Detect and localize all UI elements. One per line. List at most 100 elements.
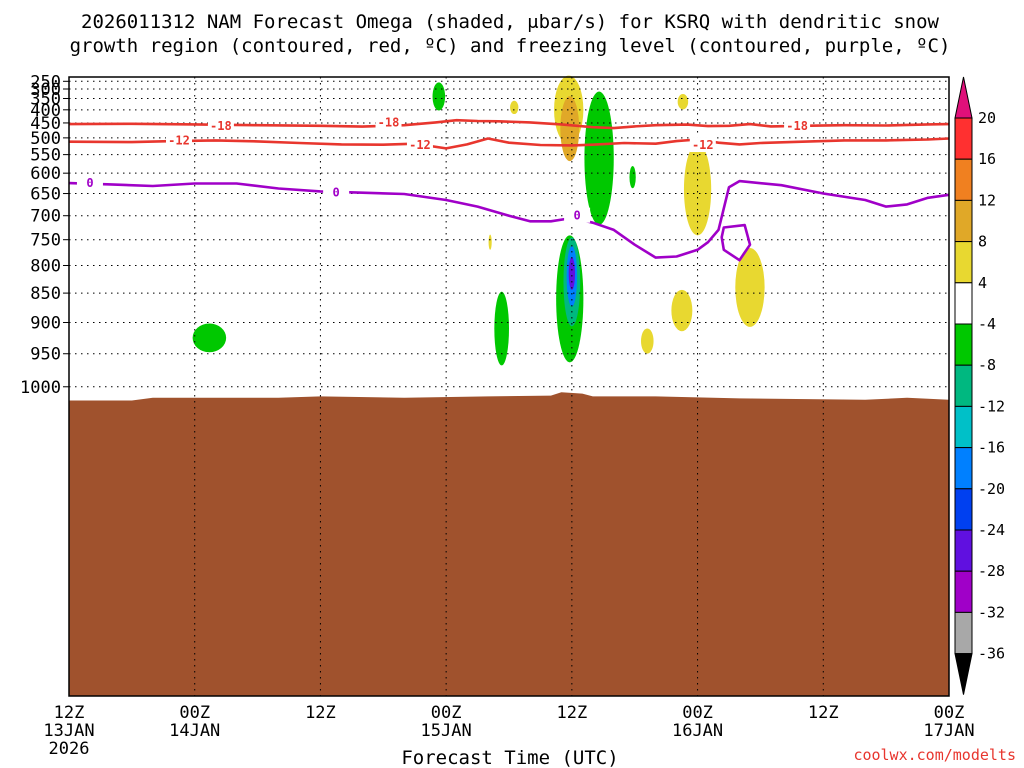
omega-region-15 [641,328,654,354]
y-tick-label-500: 500 [30,129,61,149]
y-tick-label-450: 450 [30,114,61,134]
contour-layer: -18 -18 -18 -12 -12 -12 0 0 0 [68,114,950,262]
omega-region-4 [560,96,580,162]
y-tick-label-550: 550 [30,146,61,166]
contour-label-dgz_lower-0: -12 [168,133,190,147]
contour-label-bg-freezing-2 [564,207,591,223]
omega-region-16 [488,234,492,250]
y-tick-label-750: 750 [30,231,61,251]
x-tick-label-2-0: 12Z [305,703,336,723]
y-tick-label-800: 800 [30,256,61,276]
contour-label-dgz_lower-1: -12 [409,138,431,152]
omega-region-0 [192,323,227,353]
contour-label-dgz_upper-2: -18 [786,119,808,133]
contour-label-bg-freezing-1 [323,184,350,200]
colorbar-label-9: -20 [978,480,1005,498]
y-tick-label-1000: 1000 [20,378,61,398]
colorbar-label-13: -36 [978,645,1005,663]
contour-freezing_loop [720,223,752,262]
omega-region-13 [735,248,765,327]
contour-label-bg-dgz_upper-1 [375,114,402,130]
y-tick-label-700: 700 [30,207,61,227]
colorbar: 20 16 12 8 4 -4 -8 -12 -16 -20 -24 -28 -32 -36 [954,76,1005,695]
omega-region-17 [629,166,636,189]
omega-region-2 [510,100,519,115]
x-tick-label-3-0: 00Z [431,703,462,723]
terrain-fill [69,392,949,696]
x-tick-label-1-1: 14JAN [169,721,220,741]
omega-region-10 [494,291,509,366]
colorbar-band-5 [954,323,973,366]
y-tick-label-400: 400 [30,101,61,121]
x-tick-label-7-1: 17JAN [923,721,974,741]
contour-label-bg-freezing-0 [76,175,103,191]
contour-freezing [68,179,950,259]
colorbar-band-9 [954,488,973,531]
colorbar-label-6: -8 [978,356,996,374]
colorbar-label-3: 8 [978,233,987,251]
colorbar-band-3 [954,241,973,284]
terrain-layer [69,392,949,696]
colorbar-top-arrow [954,76,973,119]
omega-region-5 [584,91,614,225]
contour-label-dgz_upper-1: -18 [378,115,400,129]
x-tick-label-1-0: 00Z [179,703,210,723]
chart-title-line-2: growth region (contoured, red, ºC) and f… [70,35,951,57]
x-tick-label-7-0: 00Z [934,703,965,723]
omega-region-9 [568,257,575,290]
colorbar-label-1: 16 [978,150,996,168]
x-tick-label-0-1: 13JAN [43,721,94,741]
colorbar-band-4 [954,282,973,325]
colorbar-band-8 [954,447,973,490]
x-tick-label-6-0: 12Z [808,703,839,723]
x-tick-label-0-2: 2026 [49,739,90,759]
omega-region-14 [671,289,693,332]
colorbar-band-12 [954,611,973,655]
contour-label-bg-dgz_upper-0 [207,117,234,133]
y-tick-label-300: 300 [30,80,61,100]
colorbar-label-2: 12 [978,191,996,209]
y-tick-label-950: 950 [30,345,61,365]
x-tick-label-5-0: 00Z [682,703,713,723]
colorbar-label-4: 4 [978,274,987,292]
colorbar-band-11 [954,570,973,613]
y-tick-label-250: 250 [30,72,61,92]
x-tick-label-5-1: 16JAN [672,721,723,741]
contour-dgz_lower [68,137,950,150]
y-tick-label-650: 650 [30,185,61,205]
grid-layer [68,77,950,696]
colorbar-label-5: -4 [978,315,996,333]
contour-label-freezing-2: 0 [573,209,580,223]
colorbar-band-7 [954,405,973,449]
colorbar-label-7: -12 [978,397,1005,415]
y-tick-label-350: 350 [30,90,61,110]
colorbar-label-0: 20 [978,109,996,127]
omega-region-1 [432,82,446,111]
contour-label-bg-dgz_lower-1 [406,137,433,153]
x-axis-label: Forecast Time (UTC) [401,747,618,768]
contour-label-dgz_upper-0: -18 [210,119,232,133]
colorbar-label-12: -32 [978,603,1005,621]
y-tick-label-600: 600 [30,164,61,184]
colorbar-band-1 [954,158,973,201]
colorbar-label-10: -24 [978,521,1005,539]
y-tick-label-850: 850 [30,284,61,304]
x-tick-label-3-1: 15JAN [421,721,472,741]
colorbar-band-0 [954,117,973,160]
omega-shading-layer [192,75,765,366]
contour-label-dgz_lower-2: -12 [692,138,714,152]
x-tick-label-0-0: 12Z [54,703,85,723]
contour-label-bg-dgz_lower-0 [166,132,192,148]
contour-dgz_upper [68,118,950,130]
x-tick-label-4-0: 12Z [556,703,587,723]
omega-region-11 [677,94,689,110]
colorbar-label-8: -16 [978,439,1005,457]
colorbar-bottom-arrow [954,653,973,695]
colorbar-band-2 [954,199,973,243]
y-tick-label-900: 900 [30,314,61,334]
contour-label-bg-dgz_upper-2 [784,117,811,133]
chart-title-line-1: 2026011312 NAM Forecast Omega (shaded, μ… [81,11,939,33]
omega-region-12 [683,143,712,236]
